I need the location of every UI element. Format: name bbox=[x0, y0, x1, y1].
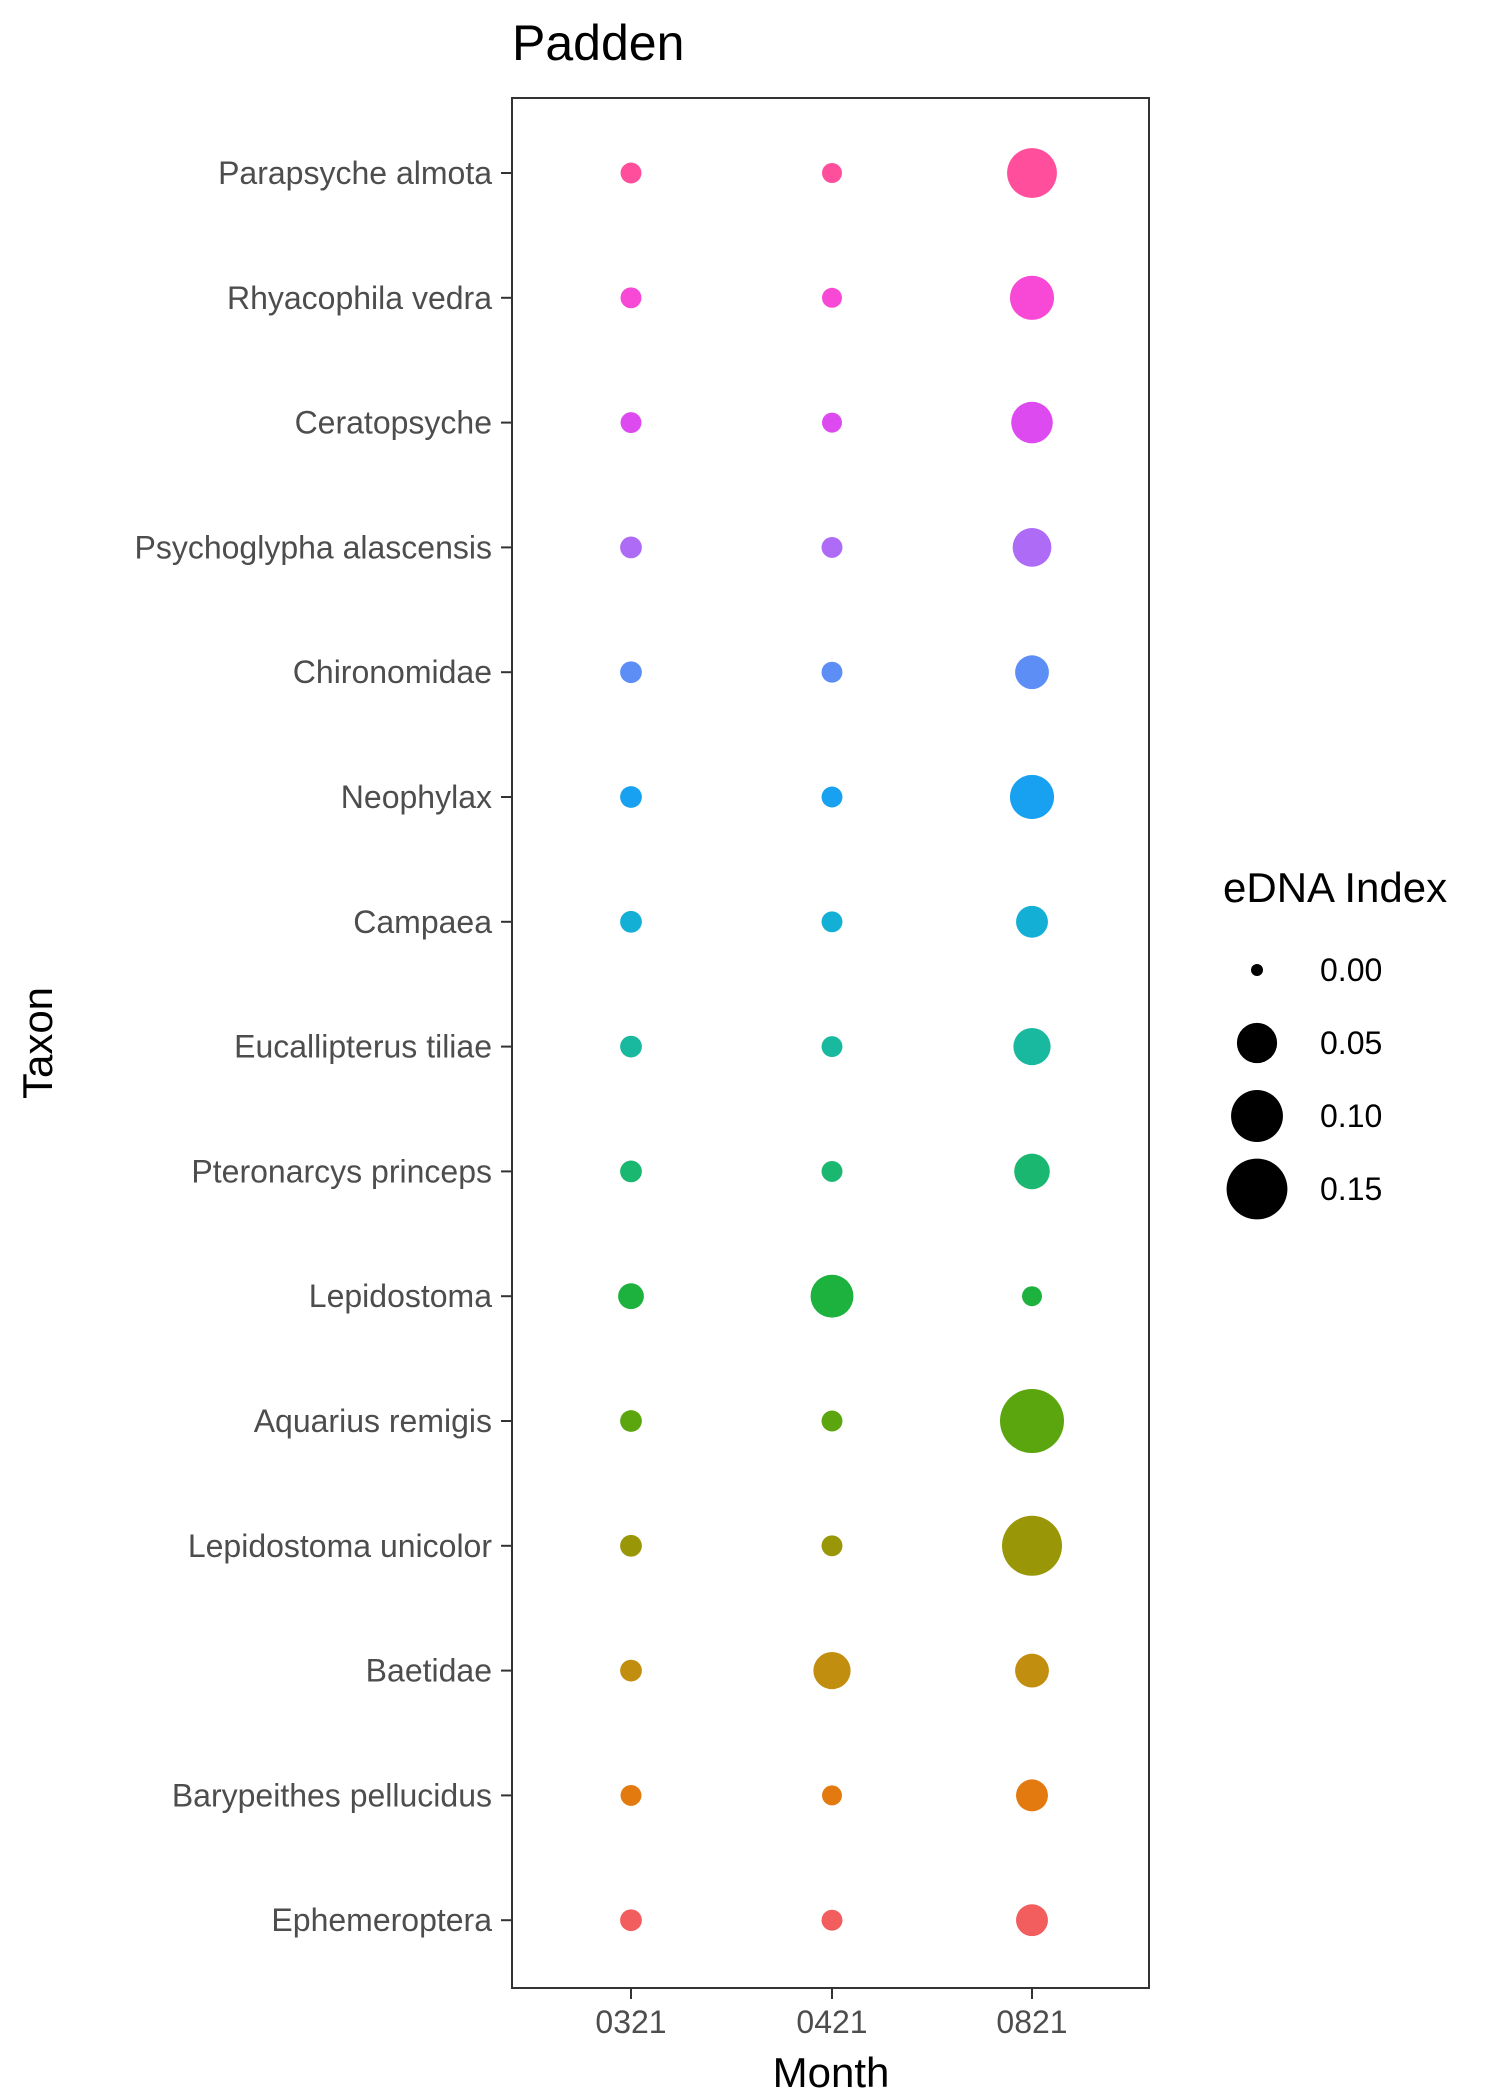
data-points bbox=[618, 148, 1064, 1937]
point-pteronarcys-princeps-0321 bbox=[620, 1160, 642, 1183]
legend-key-3 bbox=[1226, 1158, 1288, 1220]
point-parapsyche-almota-0321 bbox=[620, 162, 642, 184]
point-psychoglypha-alascensis-0821 bbox=[1012, 528, 1052, 567]
point-pteronarcys-princeps-0421 bbox=[821, 1160, 843, 1182]
point-parapsyche-almota-0421 bbox=[822, 163, 842, 183]
legend-title: eDNA Index bbox=[1223, 864, 1447, 911]
x-axis-title: Month bbox=[773, 2049, 890, 2096]
y-tick-label-lepidostoma: Lepidostoma bbox=[309, 1278, 492, 1314]
point-parapsyche-almota-0821 bbox=[1007, 148, 1057, 198]
y-tick-label-ephemeroptera: Ephemeroptera bbox=[271, 1902, 492, 1938]
point-eucallipterus-tiliae-0821 bbox=[1013, 1027, 1051, 1066]
y-tick-label-aquarius-remigis: Aquarius remigis bbox=[254, 1403, 492, 1439]
x-tick-label-0421: 0421 bbox=[796, 2004, 867, 2040]
point-rhyacophila-vedra-0421 bbox=[822, 287, 842, 308]
y-tick-label-barypeithes-pellucidus: Barypeithes pellucidus bbox=[172, 1777, 492, 1813]
point-neophylax-0821 bbox=[1009, 774, 1055, 820]
legend-key-1 bbox=[1236, 1022, 1278, 1064]
point-rhyacophila-vedra-0321 bbox=[620, 287, 642, 309]
x-tick-label-0821: 0821 bbox=[996, 2004, 1067, 2040]
x-tick-label-0321: 0321 bbox=[595, 2004, 666, 2040]
point-campaea-0421 bbox=[821, 911, 843, 933]
point-pteronarcys-princeps-0821 bbox=[1014, 1153, 1050, 1190]
point-campaea-0321 bbox=[620, 910, 642, 933]
point-aquarius-remigis-0421 bbox=[821, 1410, 843, 1432]
y-tick-label-pteronarcys-princeps: Pteronarcys princeps bbox=[191, 1153, 492, 1189]
point-lepidostoma-unicolor-0821 bbox=[1001, 1515, 1063, 1576]
point-baetidae-0321 bbox=[620, 1659, 642, 1682]
point-lepidostoma-0821 bbox=[1022, 1286, 1042, 1307]
y-tick-label-neophylax: Neophylax bbox=[341, 779, 492, 815]
point-neophylax-0321 bbox=[620, 786, 642, 808]
y-tick-label-chironomidae: Chironomidae bbox=[293, 654, 492, 690]
point-barypeithes-pellucidus-0421 bbox=[822, 1785, 842, 1806]
chart-title: Padden bbox=[512, 15, 684, 71]
point-aquarius-remigis-0321 bbox=[620, 1410, 642, 1432]
point-ephemeroptera-0821 bbox=[1016, 1904, 1048, 1937]
y-tick-label-parapsyche-almota: Parapsyche almota bbox=[218, 155, 492, 191]
point-lepidostoma-0421 bbox=[810, 1274, 854, 1318]
point-lepidostoma-unicolor-0421 bbox=[821, 1535, 843, 1557]
y-tick-label-lepidostoma-unicolor: Lepidostoma unicolor bbox=[188, 1528, 493, 1564]
legend-label-0: 0.00 bbox=[1320, 952, 1382, 988]
legend-key-2 bbox=[1231, 1090, 1283, 1142]
y-tick-label-campaea: Campaea bbox=[353, 904, 492, 940]
point-ceratopsyche-0821 bbox=[1011, 401, 1053, 444]
point-psychoglypha-alascensis-0421 bbox=[821, 536, 843, 558]
point-ceratopsyche-0321 bbox=[620, 412, 642, 434]
point-ceratopsyche-0421 bbox=[822, 412, 842, 433]
y-tick-label-ceratopsyche: Ceratopsyche bbox=[295, 405, 492, 441]
point-lepidostoma-unicolor-0321 bbox=[620, 1534, 642, 1557]
y-axis-title: Taxon bbox=[14, 987, 61, 1099]
point-eucallipterus-tiliae-0321 bbox=[620, 1035, 642, 1058]
legend-key-0 bbox=[1251, 964, 1263, 976]
point-neophylax-0421 bbox=[821, 786, 843, 808]
point-chironomidae-0821 bbox=[1015, 655, 1049, 690]
point-baetidae-0421 bbox=[813, 1651, 851, 1690]
x-axis: 0321 0421 0821 bbox=[595, 1988, 1068, 2040]
y-tick-label-baetidae: Baetidae bbox=[366, 1653, 492, 1689]
y-tick-label-eucallipterus-tiliae: Eucallipterus tiliae bbox=[234, 1029, 492, 1065]
y-tick-label-psychoglypha-alascensis: Psychoglypha alascensis bbox=[134, 529, 492, 565]
point-aquarius-remigis-0821 bbox=[1000, 1389, 1064, 1453]
point-rhyacophila-vedra-0821 bbox=[1009, 275, 1055, 320]
point-chironomidae-0421 bbox=[821, 661, 843, 683]
point-lepidostoma-0321 bbox=[618, 1283, 644, 1310]
point-psychoglypha-alascensis-0321 bbox=[620, 536, 642, 559]
point-barypeithes-pellucidus-0321 bbox=[620, 1784, 642, 1806]
legend-label-1: 0.05 bbox=[1320, 1025, 1382, 1061]
size-legend: eDNA Index 0.00 0.05 0.10 0.15 bbox=[1223, 864, 1447, 1220]
point-baetidae-0821 bbox=[1015, 1653, 1049, 1688]
y-axis: Parapsyche almota Rhyacophila vedra Cerato… bbox=[134, 155, 512, 1938]
point-chironomidae-0321 bbox=[620, 661, 642, 684]
plot-panel bbox=[511, 97, 1150, 1989]
point-campaea-0821 bbox=[1016, 905, 1048, 938]
legend-label-3: 0.15 bbox=[1320, 1171, 1382, 1207]
point-eucallipterus-tiliae-0421 bbox=[821, 1036, 843, 1058]
point-ephemeroptera-0421 bbox=[821, 1909, 843, 1931]
y-tick-label-rhyacophila-vedra: Rhyacophila vedra bbox=[227, 280, 492, 316]
point-ephemeroptera-0321 bbox=[620, 1909, 642, 1932]
point-barypeithes-pellucidus-0821 bbox=[1016, 1779, 1048, 1812]
legend-label-2: 0.10 bbox=[1320, 1098, 1382, 1134]
